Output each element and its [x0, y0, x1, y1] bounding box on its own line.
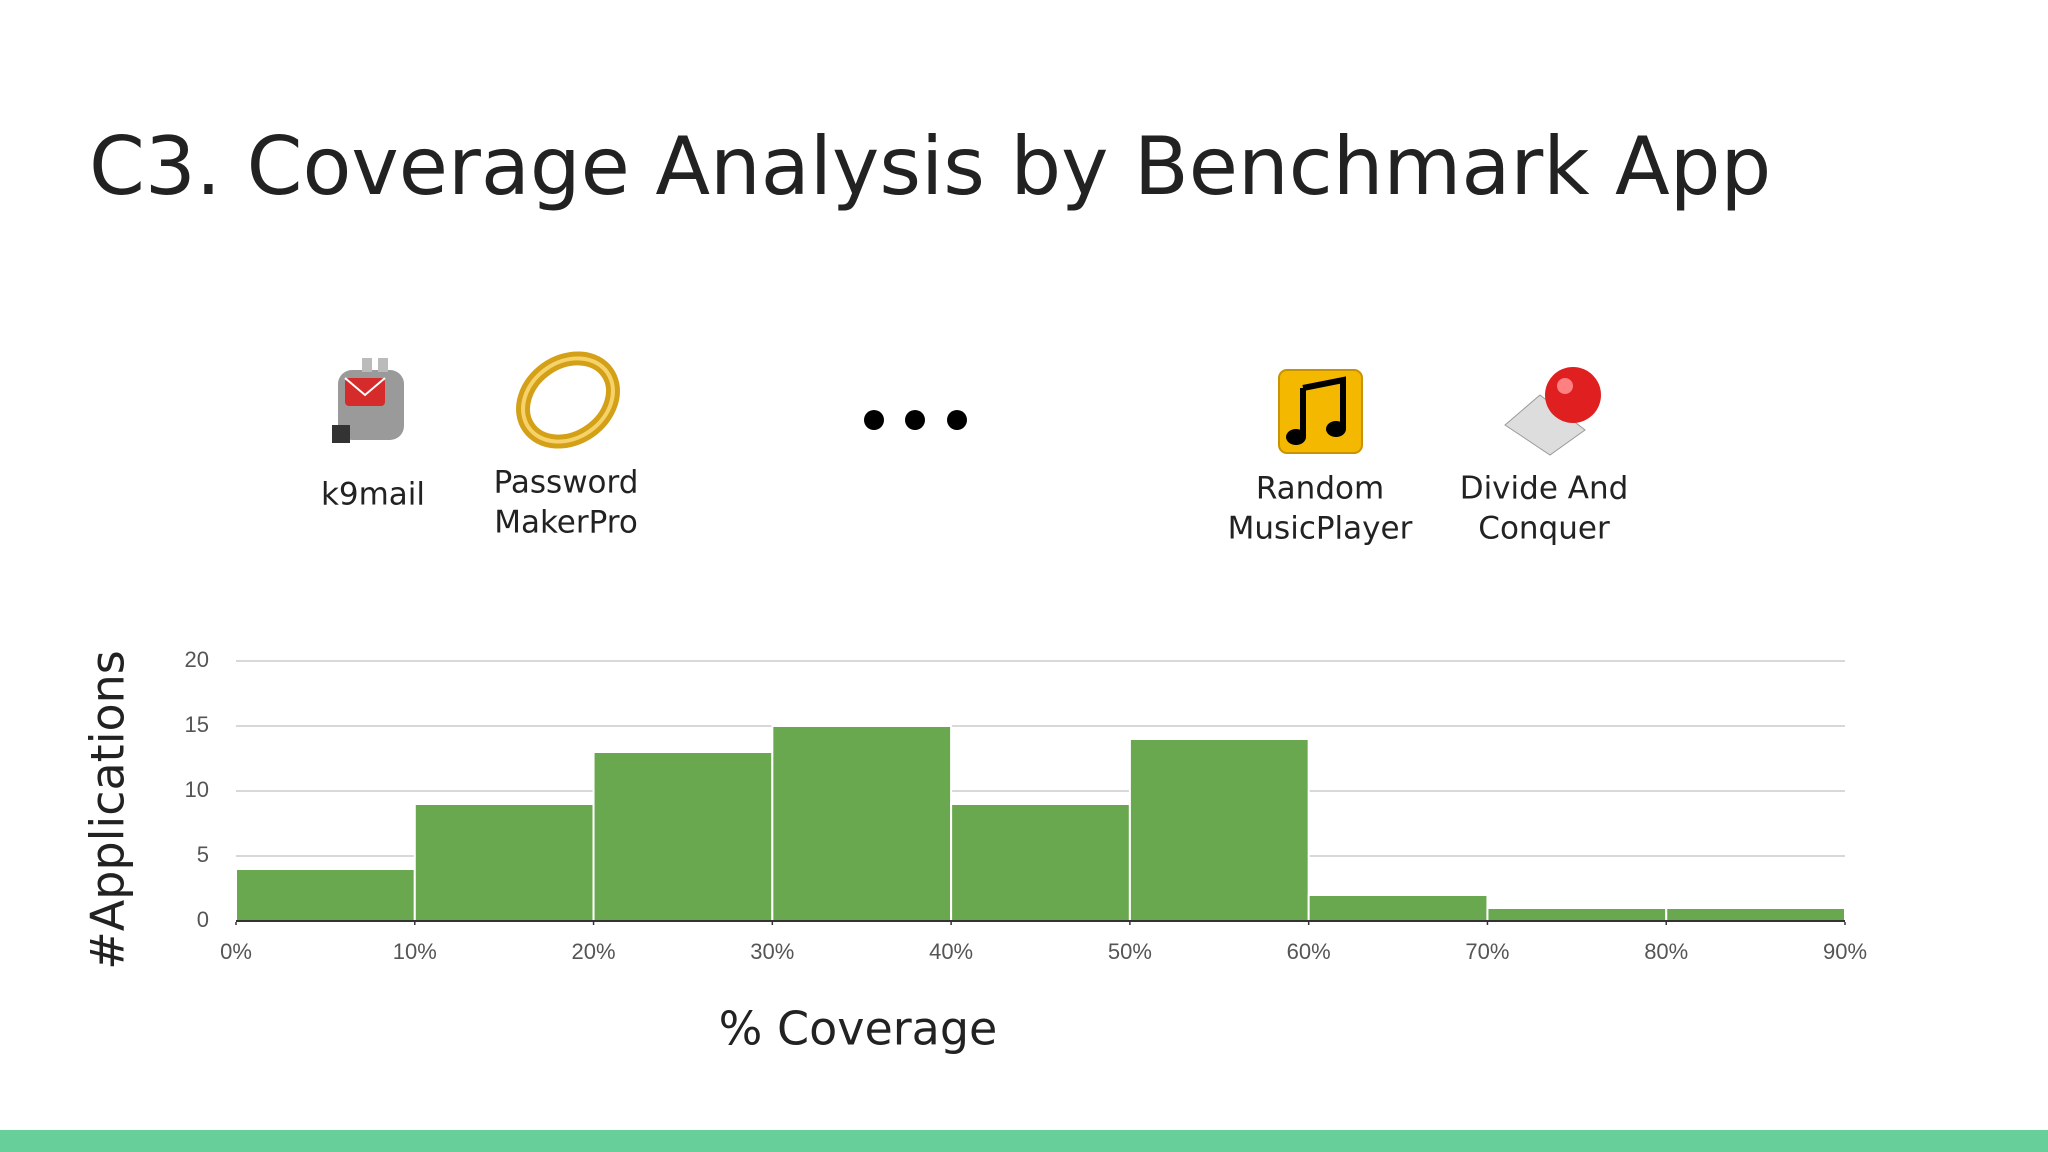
x-tick-label: 70%	[1465, 939, 1509, 964]
password-icon	[516, 351, 620, 449]
x-tick-label: 50%	[1108, 939, 1152, 964]
bar	[950, 803, 1131, 922]
x-axis-label: % Coverage	[719, 1002, 998, 1056]
x-tick-label: 0%	[220, 939, 252, 964]
x-tick-label: 20%	[572, 939, 616, 964]
app-label: Divide And	[1460, 471, 1629, 507]
music-icon	[1278, 369, 1363, 454]
x-tick-label: 10%	[393, 939, 437, 964]
y-axis-label: #Applications	[81, 650, 135, 970]
divide-icon	[1504, 367, 1601, 456]
y-tick-label: 15	[185, 712, 209, 737]
x-tick-label: 90%	[1823, 939, 1867, 964]
y-tick-label: 20	[185, 647, 209, 672]
ellipsis	[864, 410, 967, 430]
y-tick-label: 10	[185, 777, 209, 802]
bar	[771, 725, 953, 922]
app-label: MusicPlayer	[1228, 511, 1413, 547]
bar	[1486, 907, 1668, 922]
bar	[592, 751, 774, 922]
app-label: k9mail	[321, 477, 425, 513]
x-tick-label: 40%	[929, 939, 973, 964]
bar	[413, 803, 595, 922]
x-tick-label: 30%	[750, 939, 794, 964]
app-label: Conquer	[1478, 511, 1610, 547]
y-tick-label: 0	[197, 907, 209, 932]
bar	[235, 868, 416, 922]
k9mail-icon	[332, 358, 404, 443]
app-label: Random	[1256, 471, 1384, 507]
x-tick-label: 60%	[1287, 939, 1331, 964]
slide-title: C3. Coverage Analysis by Benchmark App	[89, 120, 1771, 213]
footer-bar	[0, 1130, 2048, 1152]
y-tick-label: 5	[197, 842, 209, 867]
x-tick-label: 80%	[1644, 939, 1688, 964]
bar	[1665, 907, 1846, 922]
bar	[1128, 738, 1310, 922]
app-label: MakerPro	[494, 505, 638, 541]
bar	[1307, 894, 1489, 922]
app-label: Password	[494, 465, 639, 501]
